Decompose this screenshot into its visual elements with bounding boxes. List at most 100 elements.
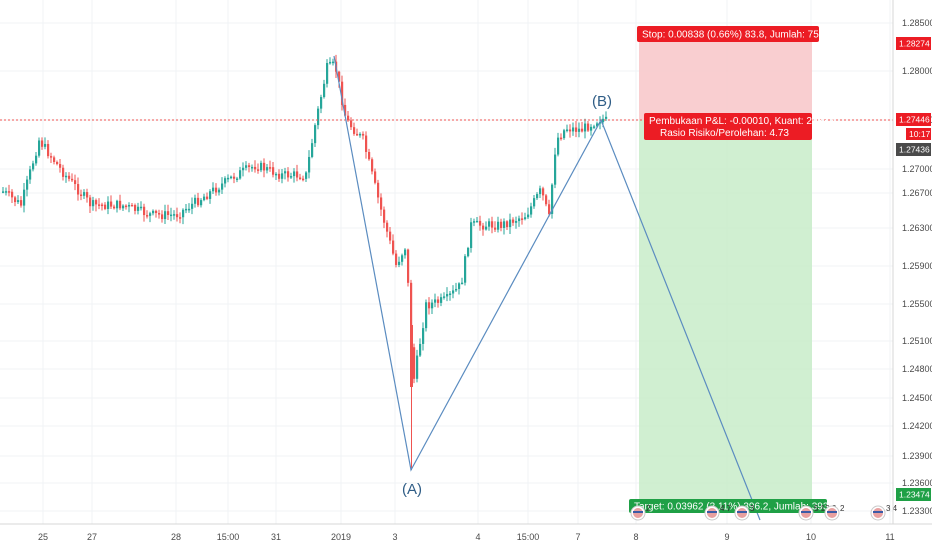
candle-body bbox=[503, 221, 506, 228]
candle-body bbox=[470, 222, 473, 248]
wave-label-b: (B) bbox=[592, 93, 612, 110]
candle-body bbox=[221, 183, 224, 190]
candle-body bbox=[44, 143, 47, 147]
candle-body bbox=[5, 191, 8, 193]
candle-body bbox=[323, 83, 326, 98]
candle-body bbox=[443, 296, 446, 298]
time-axis[interactable]: 25 27 28 15:00 31 2019 3 4 15:00 7 8 9 10 11 bbox=[38, 532, 895, 542]
candle-body bbox=[266, 167, 269, 171]
candle-body bbox=[425, 302, 428, 329]
candle-body bbox=[14, 197, 17, 203]
price-tick-label: 1.26700 bbox=[902, 188, 932, 198]
candle-body bbox=[575, 127, 578, 132]
trade-zones bbox=[639, 28, 812, 500]
candle-body bbox=[311, 143, 314, 157]
event-flag-icon[interactable]: 4 7 bbox=[704, 504, 732, 521]
event-flag-icon[interactable]: 3 bbox=[734, 504, 755, 521]
candle-body bbox=[581, 128, 584, 132]
event-flag-icon[interactable]: 2 bbox=[824, 504, 845, 521]
time-tick-label: 3 bbox=[392, 532, 397, 542]
candle-body bbox=[155, 210, 158, 214]
candle-body bbox=[455, 288, 458, 291]
candle-body bbox=[341, 81, 344, 105]
event-flag-count: 5 12 2 bbox=[814, 504, 837, 513]
open-pl-text: Pembukaan P&L: -0.00010, Kuant: 29832 bbox=[649, 116, 835, 127]
candle-body bbox=[218, 189, 221, 193]
candle-body bbox=[158, 213, 161, 215]
candle-body bbox=[446, 294, 449, 297]
candle-body bbox=[107, 201, 110, 209]
candle-body bbox=[176, 214, 179, 218]
event-flag-icon[interactable]: 2 bbox=[630, 504, 651, 521]
stop-loss-zone[interactable] bbox=[639, 28, 812, 120]
candle-body bbox=[476, 220, 479, 223]
candle-body bbox=[26, 179, 29, 190]
candle-body bbox=[548, 204, 551, 214]
candle-body bbox=[377, 182, 380, 198]
candle-body bbox=[92, 200, 95, 207]
candle-body bbox=[389, 231, 392, 241]
candle-body bbox=[368, 151, 371, 160]
candle-body bbox=[359, 133, 362, 136]
candle-body bbox=[254, 166, 257, 170]
candle-body bbox=[137, 206, 140, 211]
candle-body bbox=[317, 108, 320, 126]
stop-info-box[interactable]: Stop: 0.00838 (0.66%) 83.8, Jumlah: 750.… bbox=[637, 26, 839, 42]
price-tick-label: 1.24200 bbox=[902, 421, 932, 431]
candle-body bbox=[2, 191, 5, 193]
candle-body bbox=[602, 118, 605, 123]
candle-body bbox=[275, 173, 278, 176]
stop-info-text: Stop: 0.00838 (0.66%) 83.8, Jumlah: 750.… bbox=[642, 30, 839, 41]
candle-body bbox=[56, 161, 59, 165]
candle-body bbox=[308, 156, 311, 173]
candle-body bbox=[245, 165, 248, 168]
candle-body bbox=[53, 157, 56, 162]
candle-body bbox=[485, 226, 488, 230]
candle-body bbox=[23, 189, 26, 206]
take-profit-zone[interactable] bbox=[639, 120, 812, 500]
current-price-text: 1.27436 bbox=[899, 145, 930, 155]
candle-body bbox=[269, 167, 272, 169]
candle-body bbox=[68, 175, 71, 179]
price-tick-label: 1.23600 bbox=[902, 478, 932, 488]
target-price-tag: 1.23474 bbox=[896, 488, 931, 501]
candle-body bbox=[386, 222, 389, 232]
candle-body bbox=[104, 204, 107, 209]
price-tick-label: 1.25100 bbox=[902, 336, 932, 346]
candle-body bbox=[413, 347, 416, 379]
candle-body bbox=[167, 211, 170, 215]
abcd-pattern-line[interactable] bbox=[333, 55, 761, 521]
candle-body bbox=[296, 171, 299, 178]
candle-body bbox=[395, 253, 398, 265]
time-tick-label: 15:00 bbox=[217, 532, 240, 542]
position-info-box[interactable]: Pembukaan P&L: -0.00010, Kuant: 29832 Ra… bbox=[644, 113, 835, 140]
candle-body bbox=[161, 214, 164, 220]
candle-body bbox=[197, 197, 200, 206]
candle-body bbox=[278, 173, 281, 179]
candle-body bbox=[8, 191, 11, 193]
time-tick-label: 27 bbox=[87, 532, 97, 542]
candle-body bbox=[65, 175, 68, 178]
candle-body bbox=[86, 192, 89, 198]
candle-body bbox=[125, 205, 128, 208]
candle-body bbox=[140, 206, 143, 209]
time-tick-label: 8 bbox=[633, 532, 638, 542]
event-flag-icon[interactable]: 5 12 2 bbox=[798, 504, 837, 521]
price-tick-label: 1.28000 bbox=[902, 66, 932, 76]
stop-price-tag: 1.28274 bbox=[896, 37, 931, 50]
candle-body bbox=[452, 290, 455, 294]
candle-body bbox=[356, 133, 359, 136]
candle-body bbox=[578, 128, 581, 132]
candle-body bbox=[563, 130, 566, 139]
candle-body bbox=[131, 204, 134, 207]
candle-body bbox=[239, 170, 242, 179]
candle-body bbox=[350, 120, 353, 128]
candle-body bbox=[587, 123, 590, 131]
candle-body bbox=[461, 282, 464, 285]
candle-body bbox=[344, 104, 347, 116]
candle-body bbox=[596, 123, 599, 127]
event-flag-icon[interactable]: 3 4 bbox=[870, 504, 898, 521]
candle-body bbox=[551, 184, 554, 214]
wave-label-a: (A) bbox=[402, 481, 422, 498]
